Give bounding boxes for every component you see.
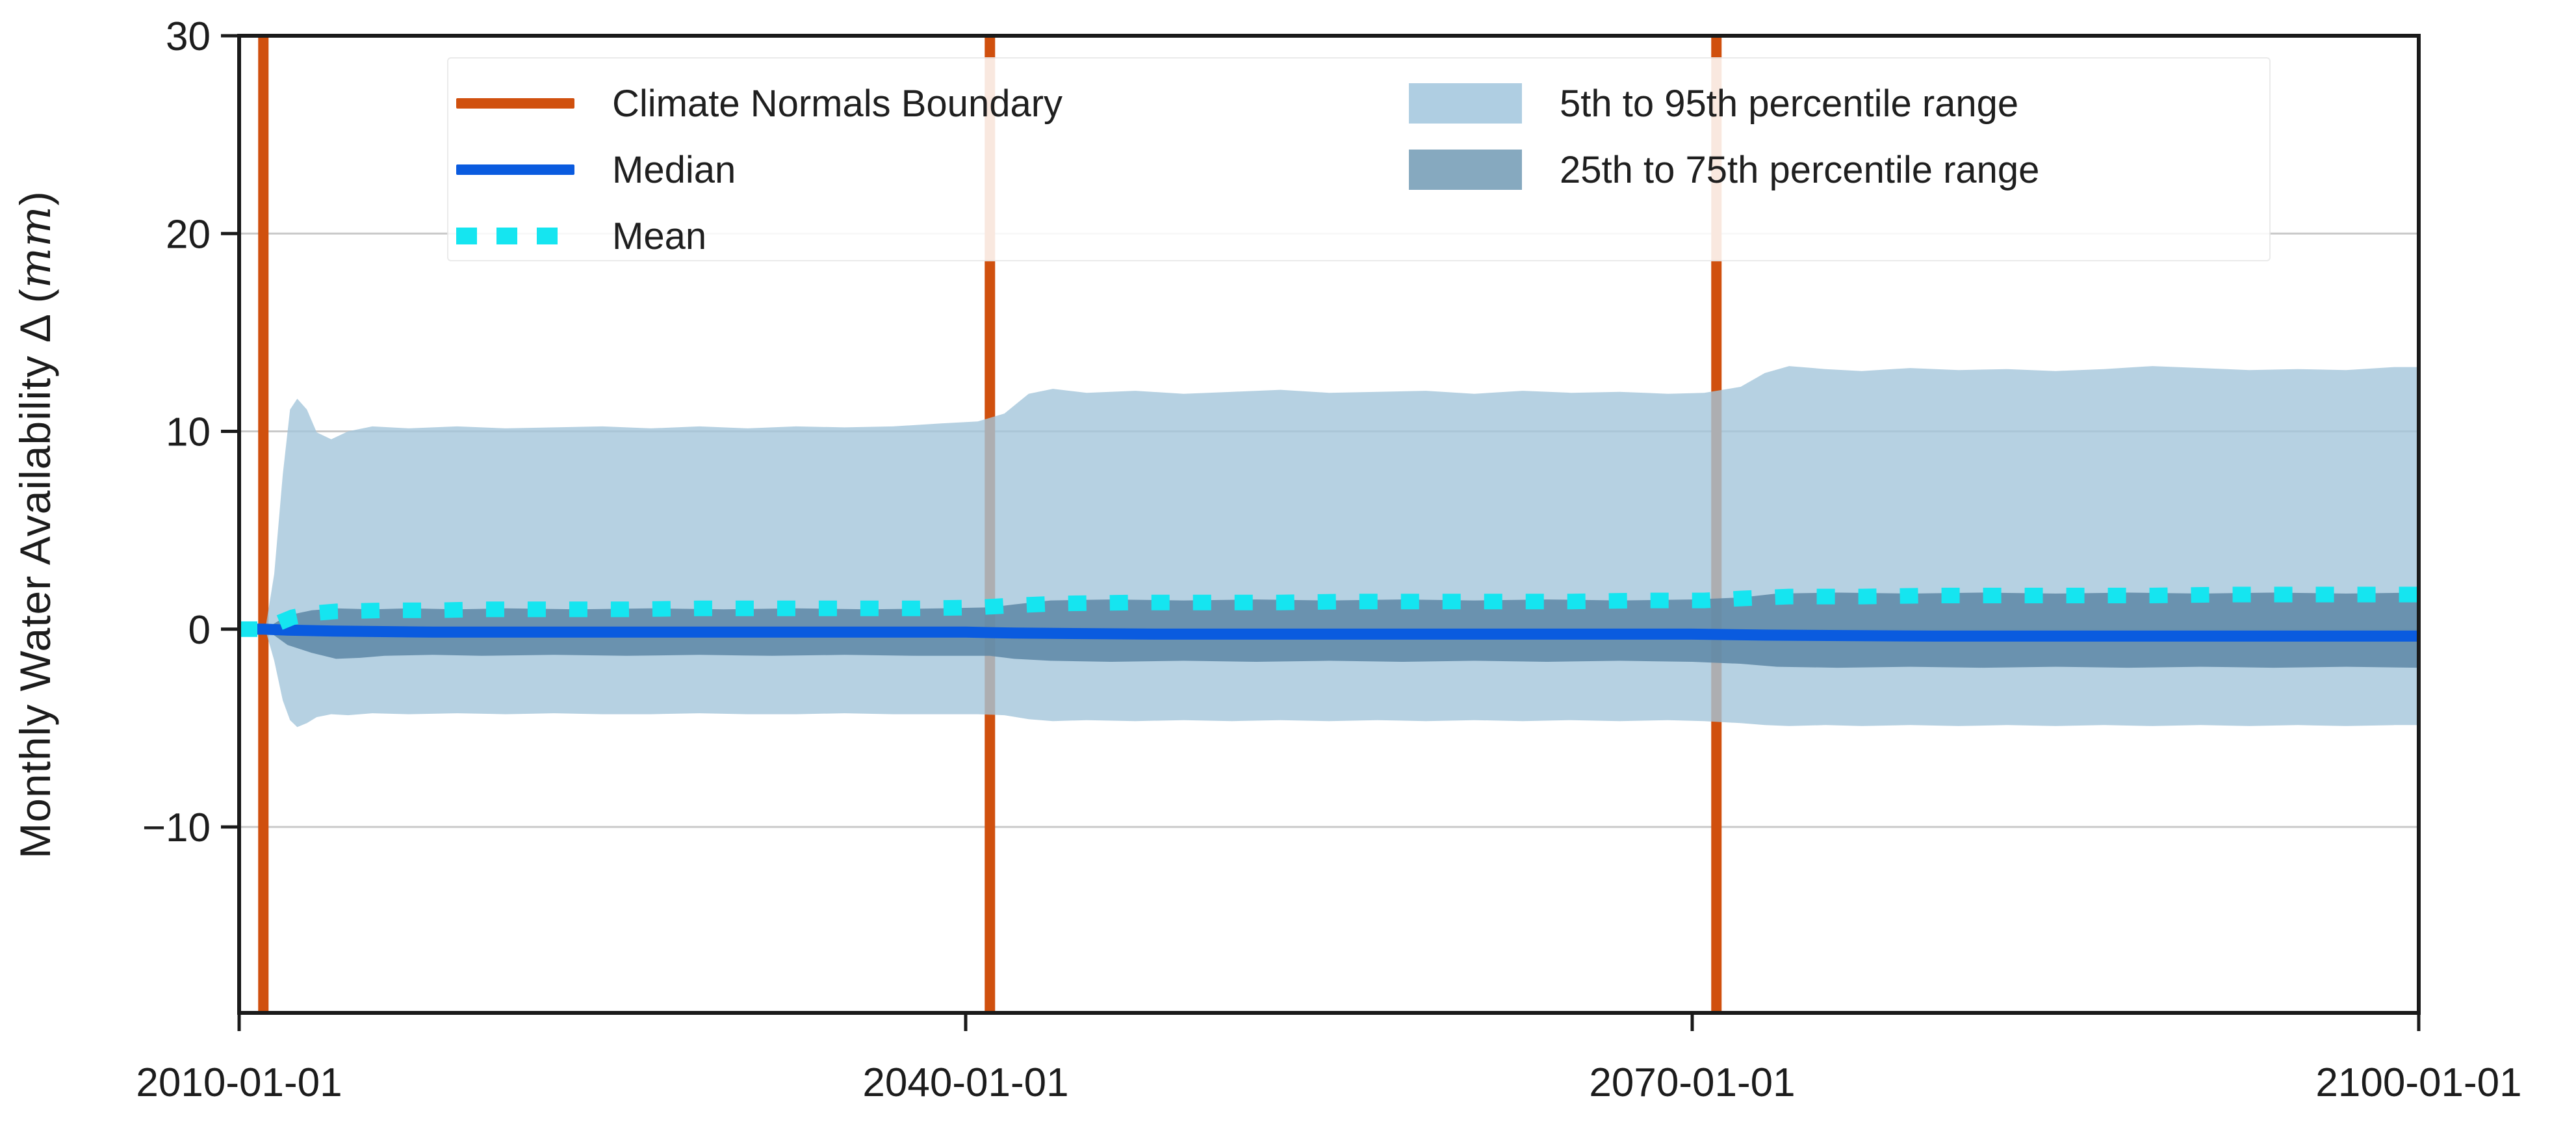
legend-label: Mean [612,215,707,257]
boundary-line-swatch [456,98,574,109]
legend-label: 5th to 95th percentile range [1560,82,2019,125]
x-tick-label: 2040-01-01 [862,1060,1068,1105]
axes-spines [237,34,2421,1015]
legend: Climate Normals Boundary Median Mean 5th… [447,57,2271,261]
legend-label: 25th to 75th percentile range [1560,148,2040,191]
legend-item-5-95-percentile: 5th to 95th percentile range [1409,70,2039,137]
legend-item-climate-normals-boundary: Climate Normals Boundary [456,70,1063,137]
legend-item-median: Median [456,137,1063,203]
band-5-95-percentile [239,366,2419,727]
x-tick-label: 2100-01-01 [2315,1060,2521,1105]
y-axis-label-close: ) [11,190,59,206]
median-line-swatch [456,164,574,175]
legend-left-column: Climate Normals Boundary Median Mean [456,70,1063,269]
legend-label: Median [612,148,736,191]
x-tick-label: 2070-01-01 [1589,1060,1795,1105]
median-line [239,623,2419,642]
percentile-5-95-swatch [1409,83,1522,124]
percentile-25-75-swatch [1409,150,1522,190]
mean-dot-icon [496,228,517,244]
legend-right-column: 5th to 95th percentile range 25th to 75t… [1409,70,2039,203]
mean-dot-icon [456,228,477,244]
y-axis-label-text: Monthly Water Availability Δ ( [11,288,59,859]
y-tick-label: 0 [188,608,211,653]
legend-item-mean: Mean [456,203,1063,269]
y-axis-label: Monthly Water Availability Δ (mm) [10,190,60,859]
y-tick-label: 30 [166,14,211,59]
y-tick-label: 10 [166,410,211,455]
legend-item-25-75-percentile: 25th to 75th percentile range [1409,137,2039,203]
mean-dot-icon [537,228,558,244]
x-tick-label: 2010-01-01 [136,1060,342,1105]
mean-dotted-swatch [456,228,574,244]
y-axis-label-unit: mm [10,205,60,289]
y-tick-label: −10 [142,805,211,850]
y-tick-label: 20 [166,212,211,257]
legend-label: Climate Normals Boundary [612,82,1063,125]
